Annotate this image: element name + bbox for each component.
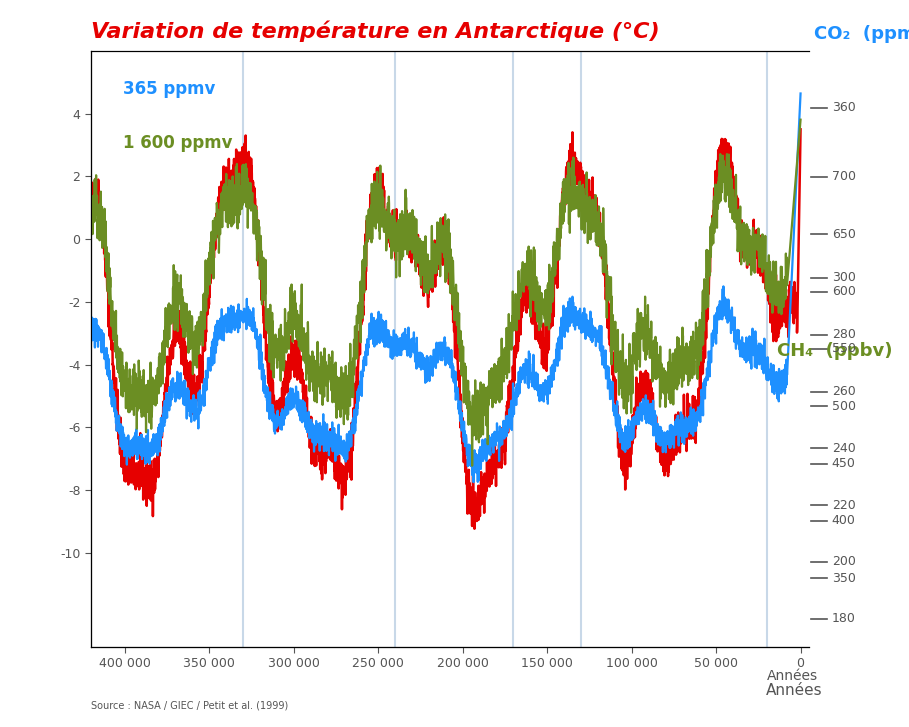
Text: 260: 260: [832, 385, 855, 398]
Text: 200: 200: [832, 555, 855, 569]
Text: CO₂  (ppmv): CO₂ (ppmv): [814, 25, 909, 44]
X-axis label: Années: Années: [766, 683, 823, 698]
Text: 220: 220: [832, 499, 855, 512]
Text: 400: 400: [832, 515, 855, 527]
Text: Années: Années: [767, 669, 818, 683]
Text: 1 600 ppmv: 1 600 ppmv: [123, 134, 232, 153]
Text: 600: 600: [832, 285, 855, 298]
Text: 300: 300: [832, 271, 855, 284]
Text: 360: 360: [832, 101, 855, 114]
Text: 180: 180: [832, 612, 855, 625]
Text: 650: 650: [832, 228, 855, 241]
Text: Source : NASA / GIEC / Petit et al. (1999): Source : NASA / GIEC / Petit et al. (199…: [91, 701, 288, 711]
Text: 500: 500: [832, 400, 855, 413]
Text: 550: 550: [832, 342, 855, 356]
Text: 365 ppmv: 365 ppmv: [123, 80, 215, 98]
Text: 700: 700: [832, 171, 855, 183]
Text: 280: 280: [832, 329, 855, 341]
Text: CH₄  (ppbv): CH₄ (ppbv): [777, 342, 893, 360]
Text: 350: 350: [832, 571, 855, 585]
Text: Variation de température en Antarctique (°C): Variation de température en Antarctique …: [91, 20, 660, 42]
Text: 450: 450: [832, 457, 855, 470]
Text: 240: 240: [832, 442, 855, 455]
